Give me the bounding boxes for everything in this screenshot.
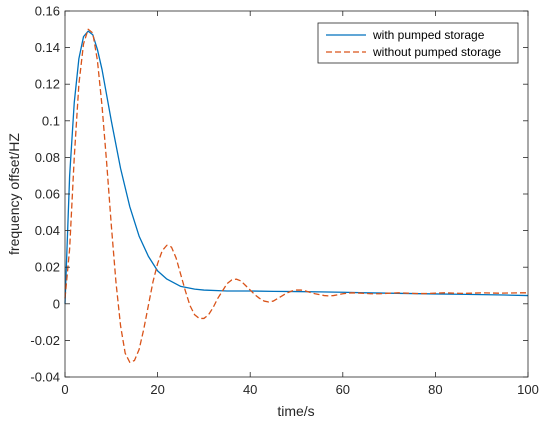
x-tick-label: 80 [428, 382, 442, 397]
y-tick-label: 0 [53, 296, 60, 311]
y-tick-label: 0.1 [42, 113, 60, 128]
y-tick-label: 0.02 [35, 260, 60, 275]
legend-box [317, 22, 519, 64]
series-line-without-pumped-storage [64, 28, 528, 364]
x-tick-label: 60 [336, 382, 350, 397]
y-tick-label: 0.08 [35, 150, 60, 165]
plot-area [65, 11, 528, 377]
x-tick-label: 20 [150, 382, 164, 397]
y-tick-label: -0.04 [30, 370, 60, 385]
x-tick-label: 0 [61, 382, 68, 397]
x-tick-label: 40 [243, 382, 257, 397]
y-tick-label: 0.12 [35, 77, 60, 92]
y-tick-label: 0.06 [35, 187, 60, 202]
y-tick-label: 0.04 [35, 223, 60, 238]
series-layer [64, 28, 529, 364]
y-tick-label: 0.16 [35, 4, 60, 19]
axis-ticks: 0 20 40 60 80 100 -0.04 -0.02 0 0.02 0.04 0.06 0.08 0… [30, 4, 538, 398]
legend-label-without-pumped-storage: without pumped storage [372, 45, 501, 59]
x-tick-label: 100 [517, 382, 539, 397]
legend-label-with-pumped-storage: with pumped storage [372, 28, 485, 42]
y-axis-label: frequency offset/HZ [6, 133, 22, 255]
legend: with pumped storage without pumped stora… [317, 22, 519, 64]
y-tick-label: 0.14 [35, 40, 60, 55]
x-axis-label: time/s [277, 403, 314, 419]
y-tick-label: -0.02 [30, 333, 60, 348]
